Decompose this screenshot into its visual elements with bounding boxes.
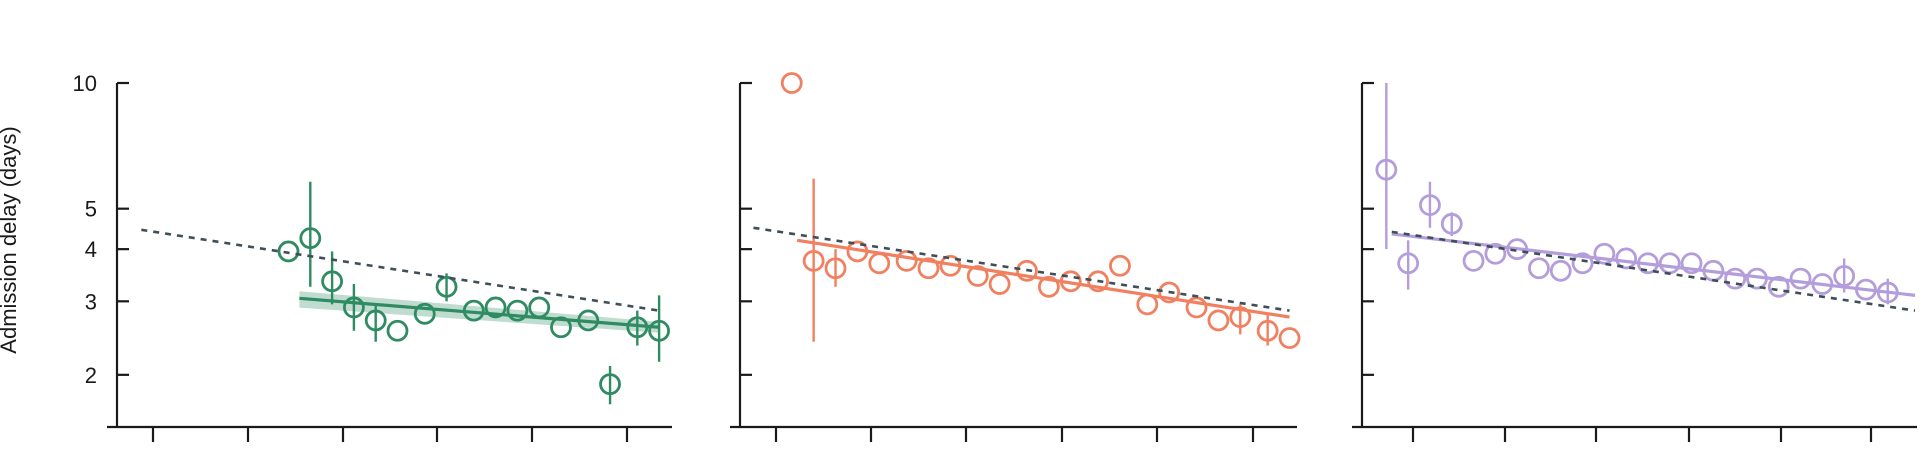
reference-trend-line — [141, 228, 660, 312]
data-point — [1484, 242, 1507, 265]
data-point — [1419, 194, 1441, 216]
data-point — [1658, 252, 1681, 275]
data-point — [846, 240, 869, 263]
data-point — [506, 299, 529, 322]
data-point — [342, 296, 365, 319]
data-point — [1278, 327, 1301, 349]
data-point — [1016, 259, 1038, 282]
data-point — [1855, 278, 1877, 301]
data-point — [462, 299, 485, 322]
data-point — [321, 270, 344, 293]
data-point — [1440, 212, 1463, 235]
data-point — [484, 296, 507, 319]
data-point — [1789, 267, 1812, 290]
data-point — [1549, 259, 1572, 282]
data-point — [895, 249, 918, 272]
data-point — [1680, 252, 1703, 275]
data-point — [1087, 270, 1109, 293]
data-point — [413, 302, 436, 325]
data-point — [1462, 249, 1485, 272]
data-point — [1109, 254, 1131, 277]
data-point — [1571, 252, 1594, 275]
data-point — [1229, 306, 1252, 328]
data-point — [1397, 252, 1420, 275]
data-point — [1059, 270, 1082, 293]
data-point — [364, 309, 387, 332]
data-point — [1158, 281, 1181, 304]
reference-trend-line — [753, 226, 1290, 312]
y-tick-label: 5 — [85, 197, 97, 222]
y-tick-label: 4 — [85, 237, 97, 262]
fit-line — [299, 296, 660, 329]
data-point — [435, 275, 458, 298]
data-point — [988, 273, 1011, 295]
y-axis-label: Admission delay (days) — [0, 126, 21, 353]
data-point — [939, 254, 962, 277]
data-point — [528, 296, 551, 319]
data-point — [577, 309, 600, 332]
data-point — [1833, 265, 1856, 287]
data-point — [802, 249, 825, 272]
data-point — [1724, 267, 1747, 290]
data-point — [1811, 273, 1834, 295]
reference-trend-line — [1391, 230, 1916, 312]
data-point — [648, 319, 670, 342]
data-point — [1037, 275, 1060, 298]
data-point — [966, 265, 989, 287]
data-point — [868, 252, 891, 275]
data-point — [1207, 309, 1230, 332]
data-point — [1375, 158, 1398, 181]
data-point — [1528, 257, 1550, 280]
data-point — [626, 316, 649, 339]
data-point — [780, 72, 803, 94]
data-point — [299, 227, 322, 250]
data-point — [917, 257, 940, 280]
y-tick-label: 3 — [85, 289, 97, 314]
data-point — [1746, 267, 1768, 290]
data-point — [1593, 242, 1616, 265]
data-point — [1256, 319, 1279, 342]
data-point — [1637, 252, 1659, 275]
data-point — [550, 316, 572, 339]
data-point — [1136, 293, 1159, 316]
data-point — [1615, 247, 1638, 270]
data-point — [1506, 238, 1529, 261]
y-tick-label: 2 — [85, 363, 97, 388]
data-point — [824, 257, 847, 280]
data-point — [1876, 281, 1899, 304]
fit-line — [1391, 232, 1916, 297]
y-tick-label: 10 — [73, 71, 97, 96]
data-point — [1185, 296, 1208, 319]
data-point — [277, 240, 300, 263]
data-point — [386, 319, 409, 342]
data-point — [1767, 275, 1790, 298]
data-point — [599, 373, 621, 396]
